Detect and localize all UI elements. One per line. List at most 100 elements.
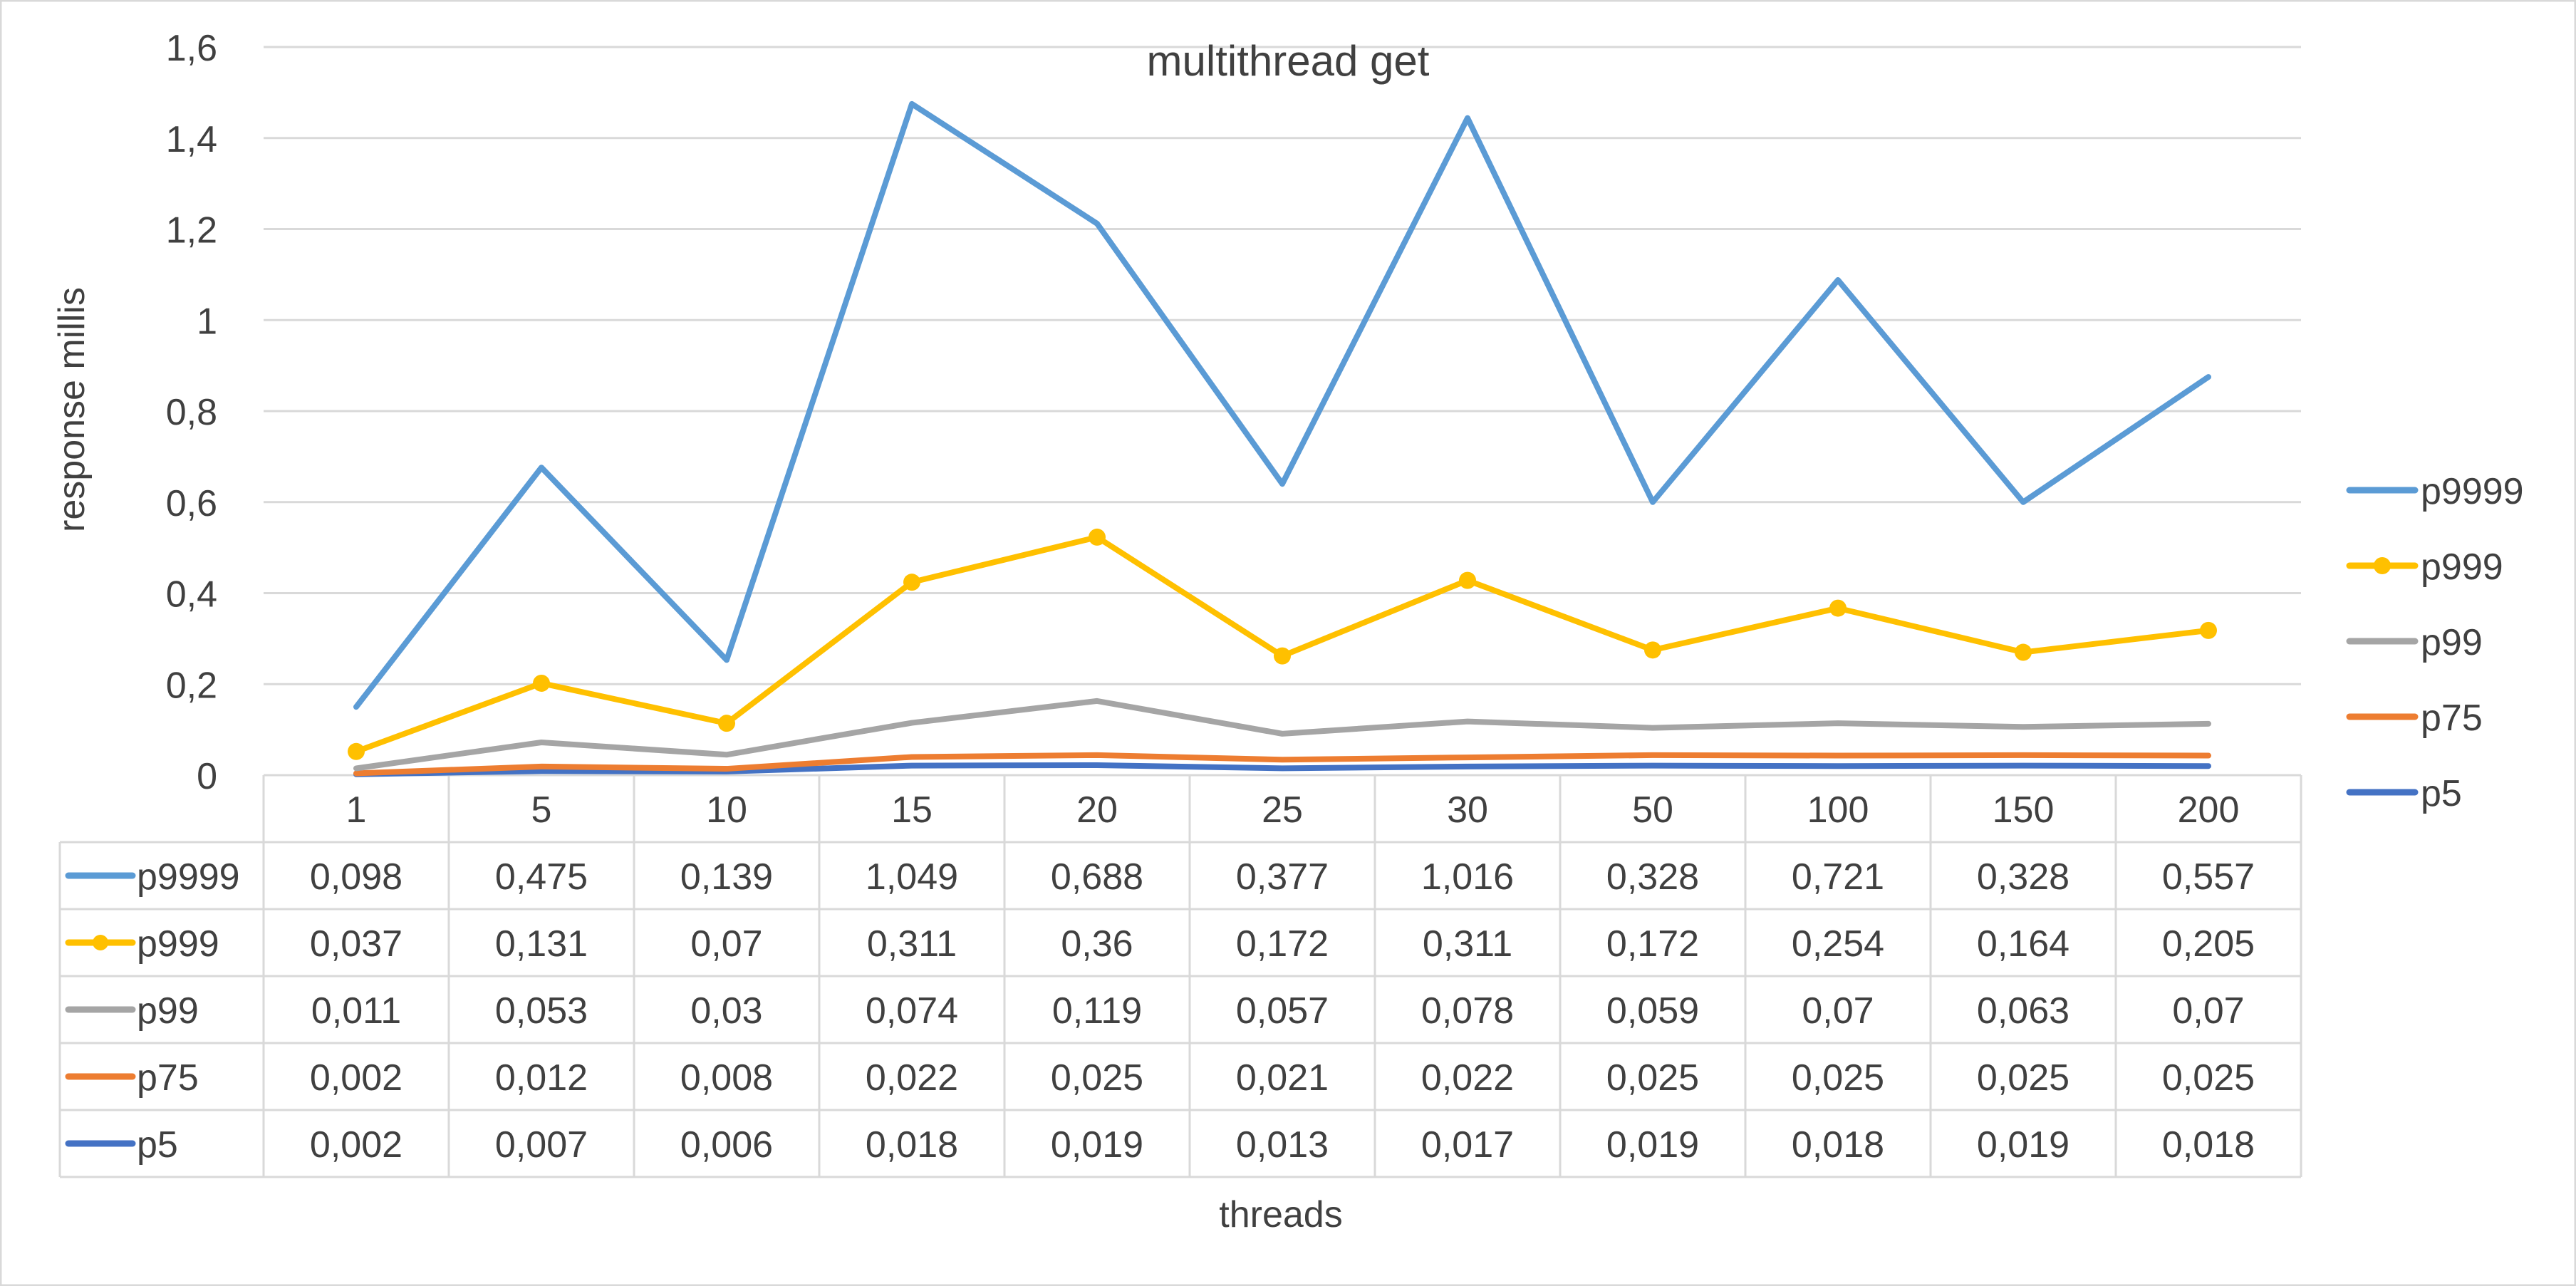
table-cell-value: 0,36 (1061, 923, 1133, 965)
table-cell-value: 0,002 (310, 1057, 402, 1099)
legend-label: p9999 (2421, 471, 2524, 512)
legend[interactable]: p9999 p999 p99 p75 p5 (2346, 471, 2524, 814)
table-cell-value: 0,019 (1977, 1124, 2069, 1166)
x-category-label: 15 (891, 789, 933, 831)
y-axis-label: response millis (51, 287, 93, 532)
data-point-p999 (1644, 641, 1661, 659)
table-cell-value: 0,721 (1792, 856, 1884, 898)
y-tick-label: 1,6 (166, 28, 217, 69)
data-point-p999 (1829, 599, 1847, 617)
table-cell-value: 0,025 (1606, 1057, 1699, 1099)
table-cell-value: 0,053 (495, 990, 588, 1032)
table-cell-value: 0,07 (690, 923, 762, 965)
table-cell-value: 0,011 (311, 990, 401, 1032)
table-cell-value: 0,022 (1421, 1057, 1514, 1099)
x-category-label: 20 (1076, 789, 1118, 831)
series-line-p99 (353, 698, 2211, 772)
x-category-label: 50 (1632, 789, 1673, 831)
table-cell-value: 0,018 (866, 1124, 958, 1166)
y-tick-label: 0,6 (166, 483, 217, 524)
table-cell-value: 0,688 (1051, 856, 1143, 898)
legend-marker-p999 (2374, 557, 2391, 574)
table-cell-value: 0,063 (1977, 990, 2069, 1032)
table-cell-value: 0,057 (1236, 990, 1329, 1032)
legend-label: p75 (2421, 698, 2483, 739)
series-line-p9999 (353, 100, 2211, 710)
data-point-p999 (1089, 528, 1106, 546)
table-cell-value: 0,013 (1236, 1124, 1329, 1166)
table-cell-value: 0,025 (1792, 1057, 1884, 1099)
data-point-p999 (2015, 643, 2032, 661)
table-series-name: p99 (137, 990, 199, 1032)
table-cell-value: 0,07 (1802, 990, 1874, 1032)
table-cell-value: 1,016 (1421, 856, 1514, 898)
table-cell-value: 0,311 (867, 923, 957, 965)
table-cell-value: 0,022 (866, 1057, 958, 1099)
table-cell-value: 0,021 (1236, 1057, 1329, 1099)
data-point-p999 (533, 674, 550, 692)
table-cell-value: 0,377 (1236, 856, 1329, 898)
x-axis-label: threads (1219, 1194, 1342, 1235)
table-cell-value: 0,012 (495, 1057, 588, 1099)
table-cell-value: 0,164 (1977, 923, 2069, 965)
table-cell-value: 0,254 (1792, 923, 1884, 965)
y-tick-label: 1 (197, 301, 217, 342)
data-point-p999 (348, 742, 365, 760)
data-point-p999 (718, 715, 735, 732)
table-cell-value: 0,475 (495, 856, 588, 898)
y-tick-label: 0,8 (166, 392, 217, 433)
table-cell-value: 0,328 (1977, 856, 2069, 898)
table-cell-value: 0,07 (2172, 990, 2244, 1032)
data-point-p999 (2200, 621, 2217, 639)
y-tick-label: 0,2 (166, 665, 217, 706)
legend-label: p5 (2421, 773, 2462, 814)
table-cell-value: 0,025 (1051, 1057, 1143, 1099)
table-cell-value: 0,311 (1423, 923, 1512, 965)
x-category-label: 1 (346, 789, 367, 831)
x-category-label: 200 (2178, 789, 2240, 831)
table-cell-value: 0,008 (680, 1057, 773, 1099)
y-axis-ticks: 0 0,2 0,4 0,6 0,8 1 1,2 1,4 1,6 (166, 28, 217, 797)
table-cell-value: 0,172 (1606, 923, 1699, 965)
table-cell-value: 0,002 (310, 1124, 402, 1166)
data-point-p999 (903, 574, 920, 591)
table-cell-value: 0,139 (680, 856, 773, 898)
legend-label: p99 (2421, 622, 2483, 663)
x-category-label: 100 (1807, 789, 1869, 831)
gridlines (264, 46, 2301, 777)
table-cell-value: 0,131 (495, 923, 588, 965)
chart-title: multithread get (1147, 37, 1430, 85)
y-tick-label: 0,4 (166, 574, 217, 616)
table-cell-value: 0,007 (495, 1124, 588, 1166)
series-line-p5 (353, 762, 2211, 777)
table-cell-value: 0,03 (690, 990, 762, 1032)
table-cell-value: 0,119 (1052, 990, 1142, 1032)
table-cell-value: 0,017 (1421, 1124, 1514, 1166)
data-point-p999 (1274, 647, 1291, 665)
table-series-name: p9999 (137, 856, 240, 898)
data-point-p999 (1459, 571, 1476, 589)
table-cell-value: 0,025 (2162, 1057, 2255, 1099)
table-series-name: p999 (137, 923, 219, 965)
table-cell-value: 0,059 (1606, 990, 1699, 1032)
y-tick-label: 1,2 (166, 210, 217, 252)
x-category-label: 150 (1993, 789, 2055, 831)
legend-label: p999 (2421, 546, 2503, 588)
table-cell-value: 0,018 (1792, 1124, 1884, 1166)
x-category-label: 30 (1447, 789, 1488, 831)
table-cell-value: 0,019 (1606, 1124, 1699, 1166)
table-cell-value: 0,074 (866, 990, 958, 1032)
table-legend-marker-p999 (93, 935, 108, 950)
table-cell-value: 0,098 (310, 856, 402, 898)
series-line-p75 (353, 752, 2211, 777)
table-cell-value: 0,172 (1236, 923, 1329, 965)
series-lines (348, 100, 2217, 777)
table-cell-value: 1,049 (866, 856, 958, 898)
x-category-label: 10 (706, 789, 747, 831)
table-cell-value: 0,078 (1421, 990, 1514, 1032)
table-cell-value: 0,205 (2162, 923, 2255, 965)
table-cell-value: 0,006 (680, 1124, 773, 1166)
